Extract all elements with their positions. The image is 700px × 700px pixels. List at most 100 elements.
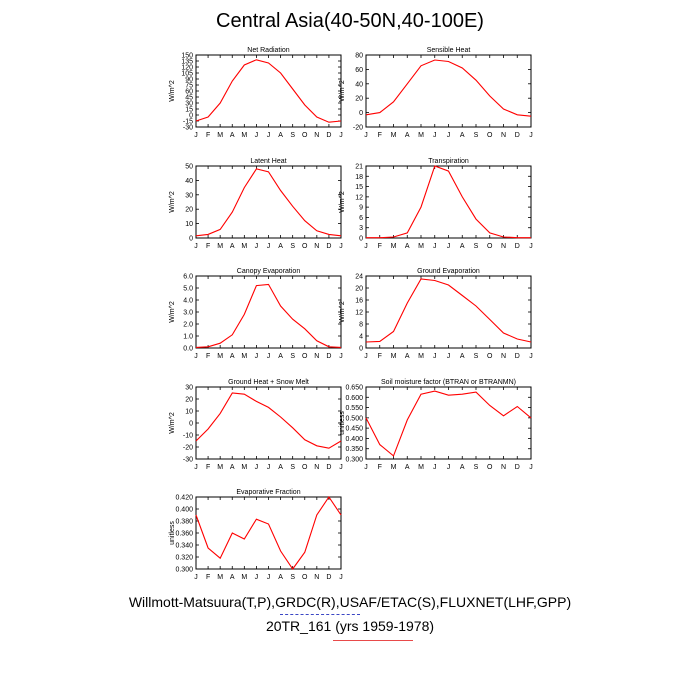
x-tick-label: J: [194, 464, 198, 471]
x-tick-label: J: [529, 353, 533, 360]
y-tick-label: 60: [185, 89, 193, 96]
x-tick-label: J: [529, 132, 533, 139]
x-tick-label: M: [241, 243, 247, 250]
caption-case: 20TR_161 (yrs 1959-1978): [265, 618, 435, 634]
x-tick-label: M: [217, 574, 223, 581]
y-tick-label: 12: [355, 194, 363, 201]
dashed-underline: [280, 614, 360, 615]
x-tick-label: M: [391, 132, 397, 139]
x-tick-label: D: [326, 574, 331, 581]
x-tick-label: M: [217, 464, 223, 471]
x-tick-label: J: [447, 464, 451, 471]
y-tick-label: 0.400: [345, 436, 363, 443]
panel-title: Net Radiation: [247, 47, 290, 54]
plot-frame: [195, 165, 342, 239]
x-tick-label: N: [501, 132, 506, 139]
y-tick-label: 18: [355, 174, 363, 181]
x-tick-label: N: [314, 353, 319, 360]
panel-title: Latent Heat: [250, 158, 286, 165]
x-tick-label: A: [230, 243, 235, 250]
x-tick-label: J: [364, 132, 368, 139]
x-tick-label: F: [206, 464, 210, 471]
x-tick-label: A: [460, 243, 465, 250]
x-tick-label: S: [290, 353, 295, 360]
plot-frame: [195, 386, 342, 460]
panel-title: Canopy Evaporation: [237, 268, 301, 275]
x-tick-label: J: [267, 574, 271, 581]
x-tick-label: J: [267, 353, 271, 360]
x-tick-label: J: [447, 353, 451, 360]
y-tick-label: 10: [185, 221, 193, 228]
plot-frame: [365, 275, 532, 349]
x-tick-label: O: [487, 132, 493, 139]
panel-title: Transpiration: [428, 158, 469, 165]
x-tick-label: S: [474, 132, 479, 139]
x-tick-label: J: [339, 132, 343, 139]
x-tick-label: O: [487, 243, 493, 250]
y-tick-label: 105: [181, 71, 193, 78]
series-line: [365, 390, 532, 457]
y-tick-label: 30: [185, 101, 193, 108]
x-tick-label: J: [267, 464, 271, 471]
x-tick-label: N: [501, 353, 506, 360]
caption-sources: Willmott-Matsuura(T,P),GRDC(R),USAF/ETAC…: [128, 594, 572, 610]
y-tick-label: 0.320: [175, 555, 193, 562]
x-tick-label: M: [391, 353, 397, 360]
x-tick-label: N: [314, 574, 319, 581]
plot-frame: [195, 496, 342, 570]
y-tick-label: 40: [355, 81, 363, 88]
y-tick-label: 15: [355, 184, 363, 191]
x-tick-label: M: [217, 243, 223, 250]
x-tick-label: A: [405, 132, 410, 139]
y-tick-label: 0: [189, 421, 193, 428]
x-tick-label: J: [194, 353, 198, 360]
x-tick-label: A: [230, 574, 235, 581]
y-tick-label: -20: [183, 445, 193, 452]
x-tick-label: J: [364, 464, 368, 471]
y-tick-label: 40: [185, 178, 193, 185]
y-tick-label: 20: [355, 286, 363, 293]
x-tick-label: F: [378, 243, 382, 250]
series-line: [195, 283, 342, 348]
x-tick-label: N: [314, 243, 319, 250]
y-tick-label: 20: [185, 207, 193, 214]
y-tick-label: 21: [355, 164, 363, 171]
x-tick-label: O: [487, 353, 493, 360]
x-tick-label: D: [515, 243, 520, 250]
y-tick-label: 135: [181, 59, 193, 66]
series-line: [195, 59, 342, 123]
x-tick-label: A: [460, 464, 465, 471]
x-tick-label: N: [501, 243, 506, 250]
x-tick-label: J: [194, 243, 198, 250]
y-tick-label: 0.300: [345, 457, 363, 464]
x-tick-label: J: [339, 243, 343, 250]
x-tick-label: A: [460, 132, 465, 139]
y-tick-label: 0: [359, 236, 363, 243]
y-tick-label: 75: [185, 83, 193, 90]
x-tick-label: J: [433, 243, 437, 250]
panel-title: Soil moisture factor (BTRAN or BTRANMN): [381, 379, 516, 386]
x-tick-label: D: [326, 132, 331, 139]
y-tick-label: 0.350: [345, 446, 363, 453]
x-tick-label: J: [447, 132, 451, 139]
y-tick-label: 24: [355, 274, 363, 281]
x-tick-label: A: [278, 464, 283, 471]
x-tick-label: F: [378, 353, 382, 360]
x-tick-label: F: [378, 132, 382, 139]
x-tick-label: O: [302, 464, 308, 471]
x-tick-label: A: [278, 132, 283, 139]
y-tick-label: 60: [355, 67, 363, 74]
x-tick-label: M: [418, 243, 424, 250]
y-tick-label: 16: [355, 298, 363, 305]
x-tick-label: A: [405, 464, 410, 471]
y-axis-label: W/m^2: [339, 191, 346, 213]
x-tick-label: O: [302, 353, 308, 360]
x-tick-label: M: [241, 574, 247, 581]
x-tick-label: O: [302, 132, 308, 139]
x-tick-label: M: [391, 464, 397, 471]
panel-title: Ground Heat + Snow Melt: [228, 379, 309, 386]
y-tick-label: 3: [359, 225, 363, 232]
x-tick-label: M: [217, 132, 223, 139]
x-tick-label: S: [290, 132, 295, 139]
